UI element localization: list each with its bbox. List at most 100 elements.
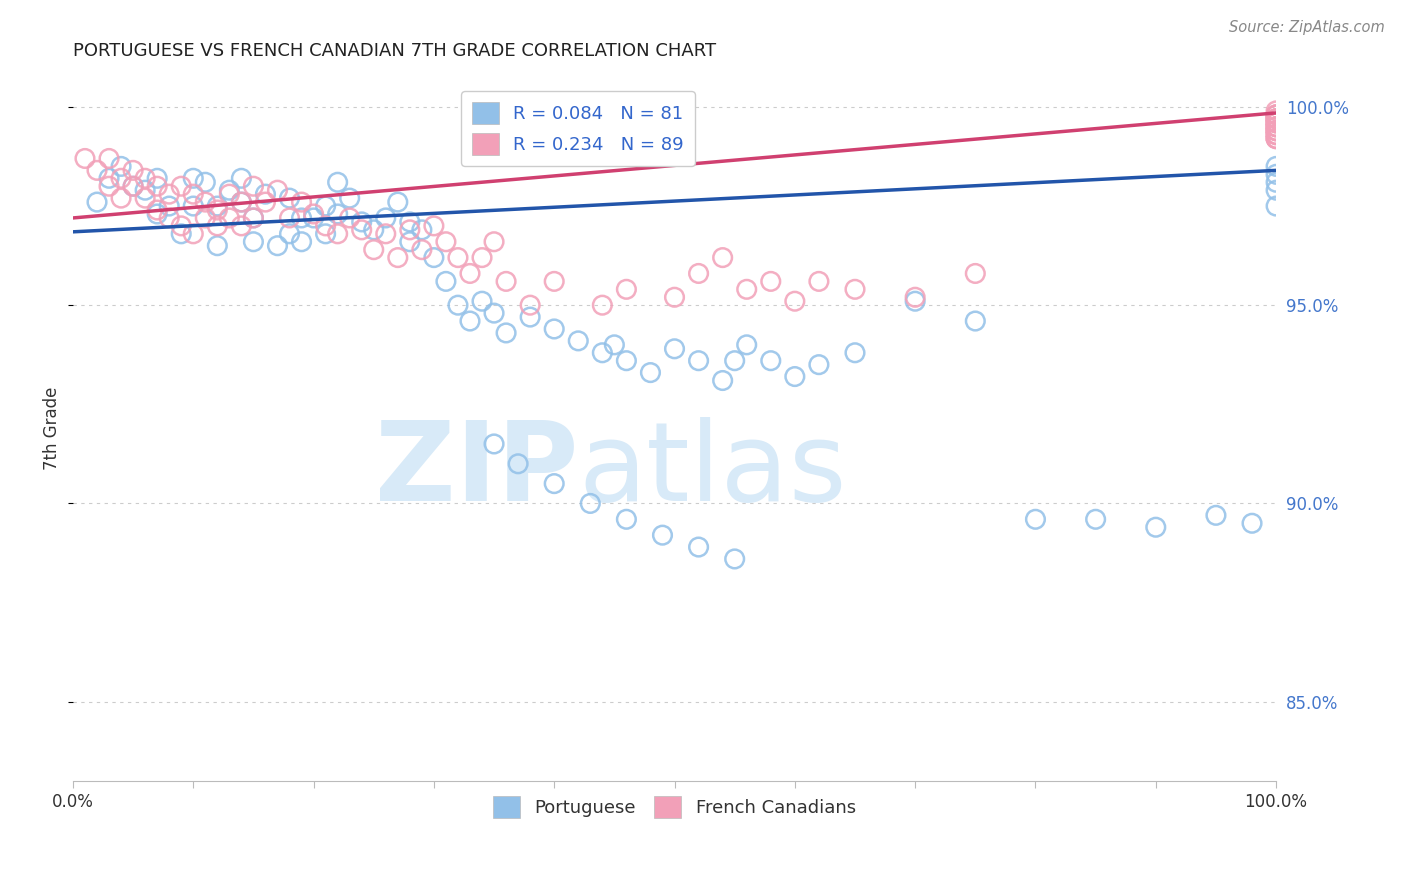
Point <box>664 342 686 356</box>
Point <box>146 207 169 221</box>
Point <box>242 179 264 194</box>
Point <box>1265 108 1288 122</box>
Point <box>157 199 180 213</box>
Point <box>651 528 673 542</box>
Point <box>157 211 180 225</box>
Point <box>86 195 108 210</box>
Point <box>278 191 301 205</box>
Point <box>783 294 806 309</box>
Point <box>122 179 145 194</box>
Point <box>1265 120 1288 134</box>
Point <box>218 187 240 202</box>
Point <box>1265 131 1288 145</box>
Point <box>290 235 312 249</box>
Point <box>254 187 277 202</box>
Point <box>98 171 121 186</box>
Point <box>242 235 264 249</box>
Point <box>688 267 710 281</box>
Point <box>290 195 312 210</box>
Point <box>1265 124 1288 138</box>
Point <box>591 298 613 312</box>
Point <box>134 191 156 205</box>
Point <box>783 369 806 384</box>
Point <box>218 211 240 225</box>
Point <box>447 251 470 265</box>
Text: ZIP: ZIP <box>375 417 578 524</box>
Point <box>134 171 156 186</box>
Point <box>423 251 446 265</box>
Text: Source: ZipAtlas.com: Source: ZipAtlas.com <box>1229 20 1385 35</box>
Point <box>1144 520 1167 534</box>
Point <box>591 345 613 359</box>
Point <box>363 243 385 257</box>
Point <box>603 338 626 352</box>
Point <box>711 251 734 265</box>
Point <box>207 219 229 233</box>
Point <box>1265 128 1288 142</box>
Point <box>315 219 337 233</box>
Point <box>1265 108 1288 122</box>
Point <box>374 227 396 241</box>
Point <box>363 223 385 237</box>
Point <box>122 163 145 178</box>
Point <box>434 274 457 288</box>
Point <box>1265 124 1288 138</box>
Point <box>110 160 132 174</box>
Point <box>1265 116 1288 130</box>
Point <box>194 195 217 210</box>
Point <box>711 374 734 388</box>
Point <box>98 152 121 166</box>
Point <box>495 326 517 340</box>
Point <box>471 251 494 265</box>
Y-axis label: 7th Grade: 7th Grade <box>44 386 60 470</box>
Point <box>278 211 301 225</box>
Point <box>1265 128 1288 142</box>
Text: PORTUGUESE VS FRENCH CANADIAN 7TH GRADE CORRELATION CHART: PORTUGUESE VS FRENCH CANADIAN 7TH GRADE … <box>73 42 716 60</box>
Point <box>1265 199 1288 213</box>
Point <box>904 290 927 304</box>
Point <box>724 353 747 368</box>
Point <box>434 235 457 249</box>
Point <box>1265 160 1288 174</box>
Point <box>1265 120 1288 134</box>
Point <box>844 282 866 296</box>
Point <box>688 353 710 368</box>
Point <box>519 298 541 312</box>
Point <box>543 322 565 336</box>
Point <box>110 171 132 186</box>
Point <box>616 353 638 368</box>
Point <box>339 191 361 205</box>
Point <box>387 195 409 210</box>
Point <box>1265 116 1288 130</box>
Point <box>1265 116 1288 130</box>
Point <box>326 207 349 221</box>
Point <box>1265 112 1288 126</box>
Point <box>567 334 589 348</box>
Point <box>398 235 420 249</box>
Point <box>73 152 96 166</box>
Point <box>807 274 830 288</box>
Point <box>1265 131 1288 145</box>
Point <box>423 219 446 233</box>
Text: atlas: atlas <box>578 417 846 524</box>
Point <box>965 314 987 328</box>
Point <box>98 179 121 194</box>
Point <box>146 202 169 217</box>
Point <box>1024 512 1046 526</box>
Point <box>231 171 253 186</box>
Point <box>207 199 229 213</box>
Legend: Portuguese, French Canadians: Portuguese, French Canadians <box>486 789 863 825</box>
Point <box>640 366 662 380</box>
Point <box>326 227 349 241</box>
Point <box>458 314 481 328</box>
Point <box>146 179 169 194</box>
Point <box>482 235 505 249</box>
Point <box>1265 116 1288 130</box>
Point <box>194 175 217 189</box>
Point <box>254 195 277 210</box>
Point <box>398 223 420 237</box>
Point <box>1265 120 1288 134</box>
Point <box>1265 183 1288 197</box>
Point <box>1265 175 1288 189</box>
Point <box>374 211 396 225</box>
